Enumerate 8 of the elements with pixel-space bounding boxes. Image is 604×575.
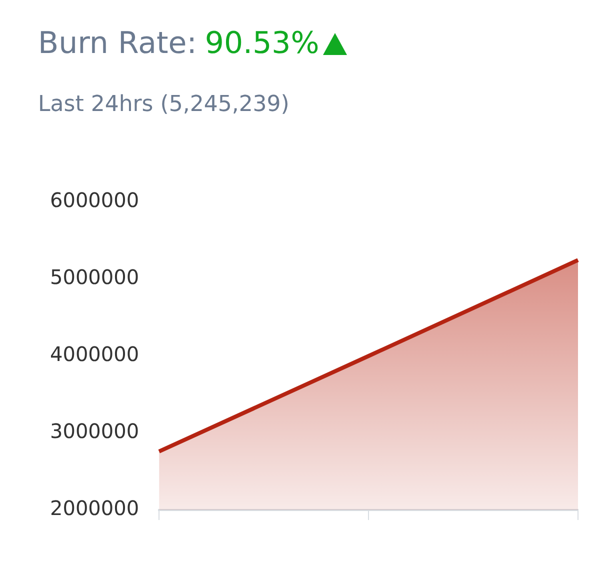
y-tick-label: 4000000 <box>50 342 140 366</box>
y-tick-label: 3000000 <box>50 419 140 444</box>
text: 90.53% <box>204 26 320 61</box>
chart-subtitle: Last 24hrs (5,245,239) <box>38 92 290 117</box>
chart-title: Burn Rate: <box>38 26 197 61</box>
y-tick-label: 5000000 <box>50 265 140 290</box>
y-tick-label: 2000000 <box>50 496 140 520</box>
y-tick-label: 6000000 <box>50 188 140 212</box>
